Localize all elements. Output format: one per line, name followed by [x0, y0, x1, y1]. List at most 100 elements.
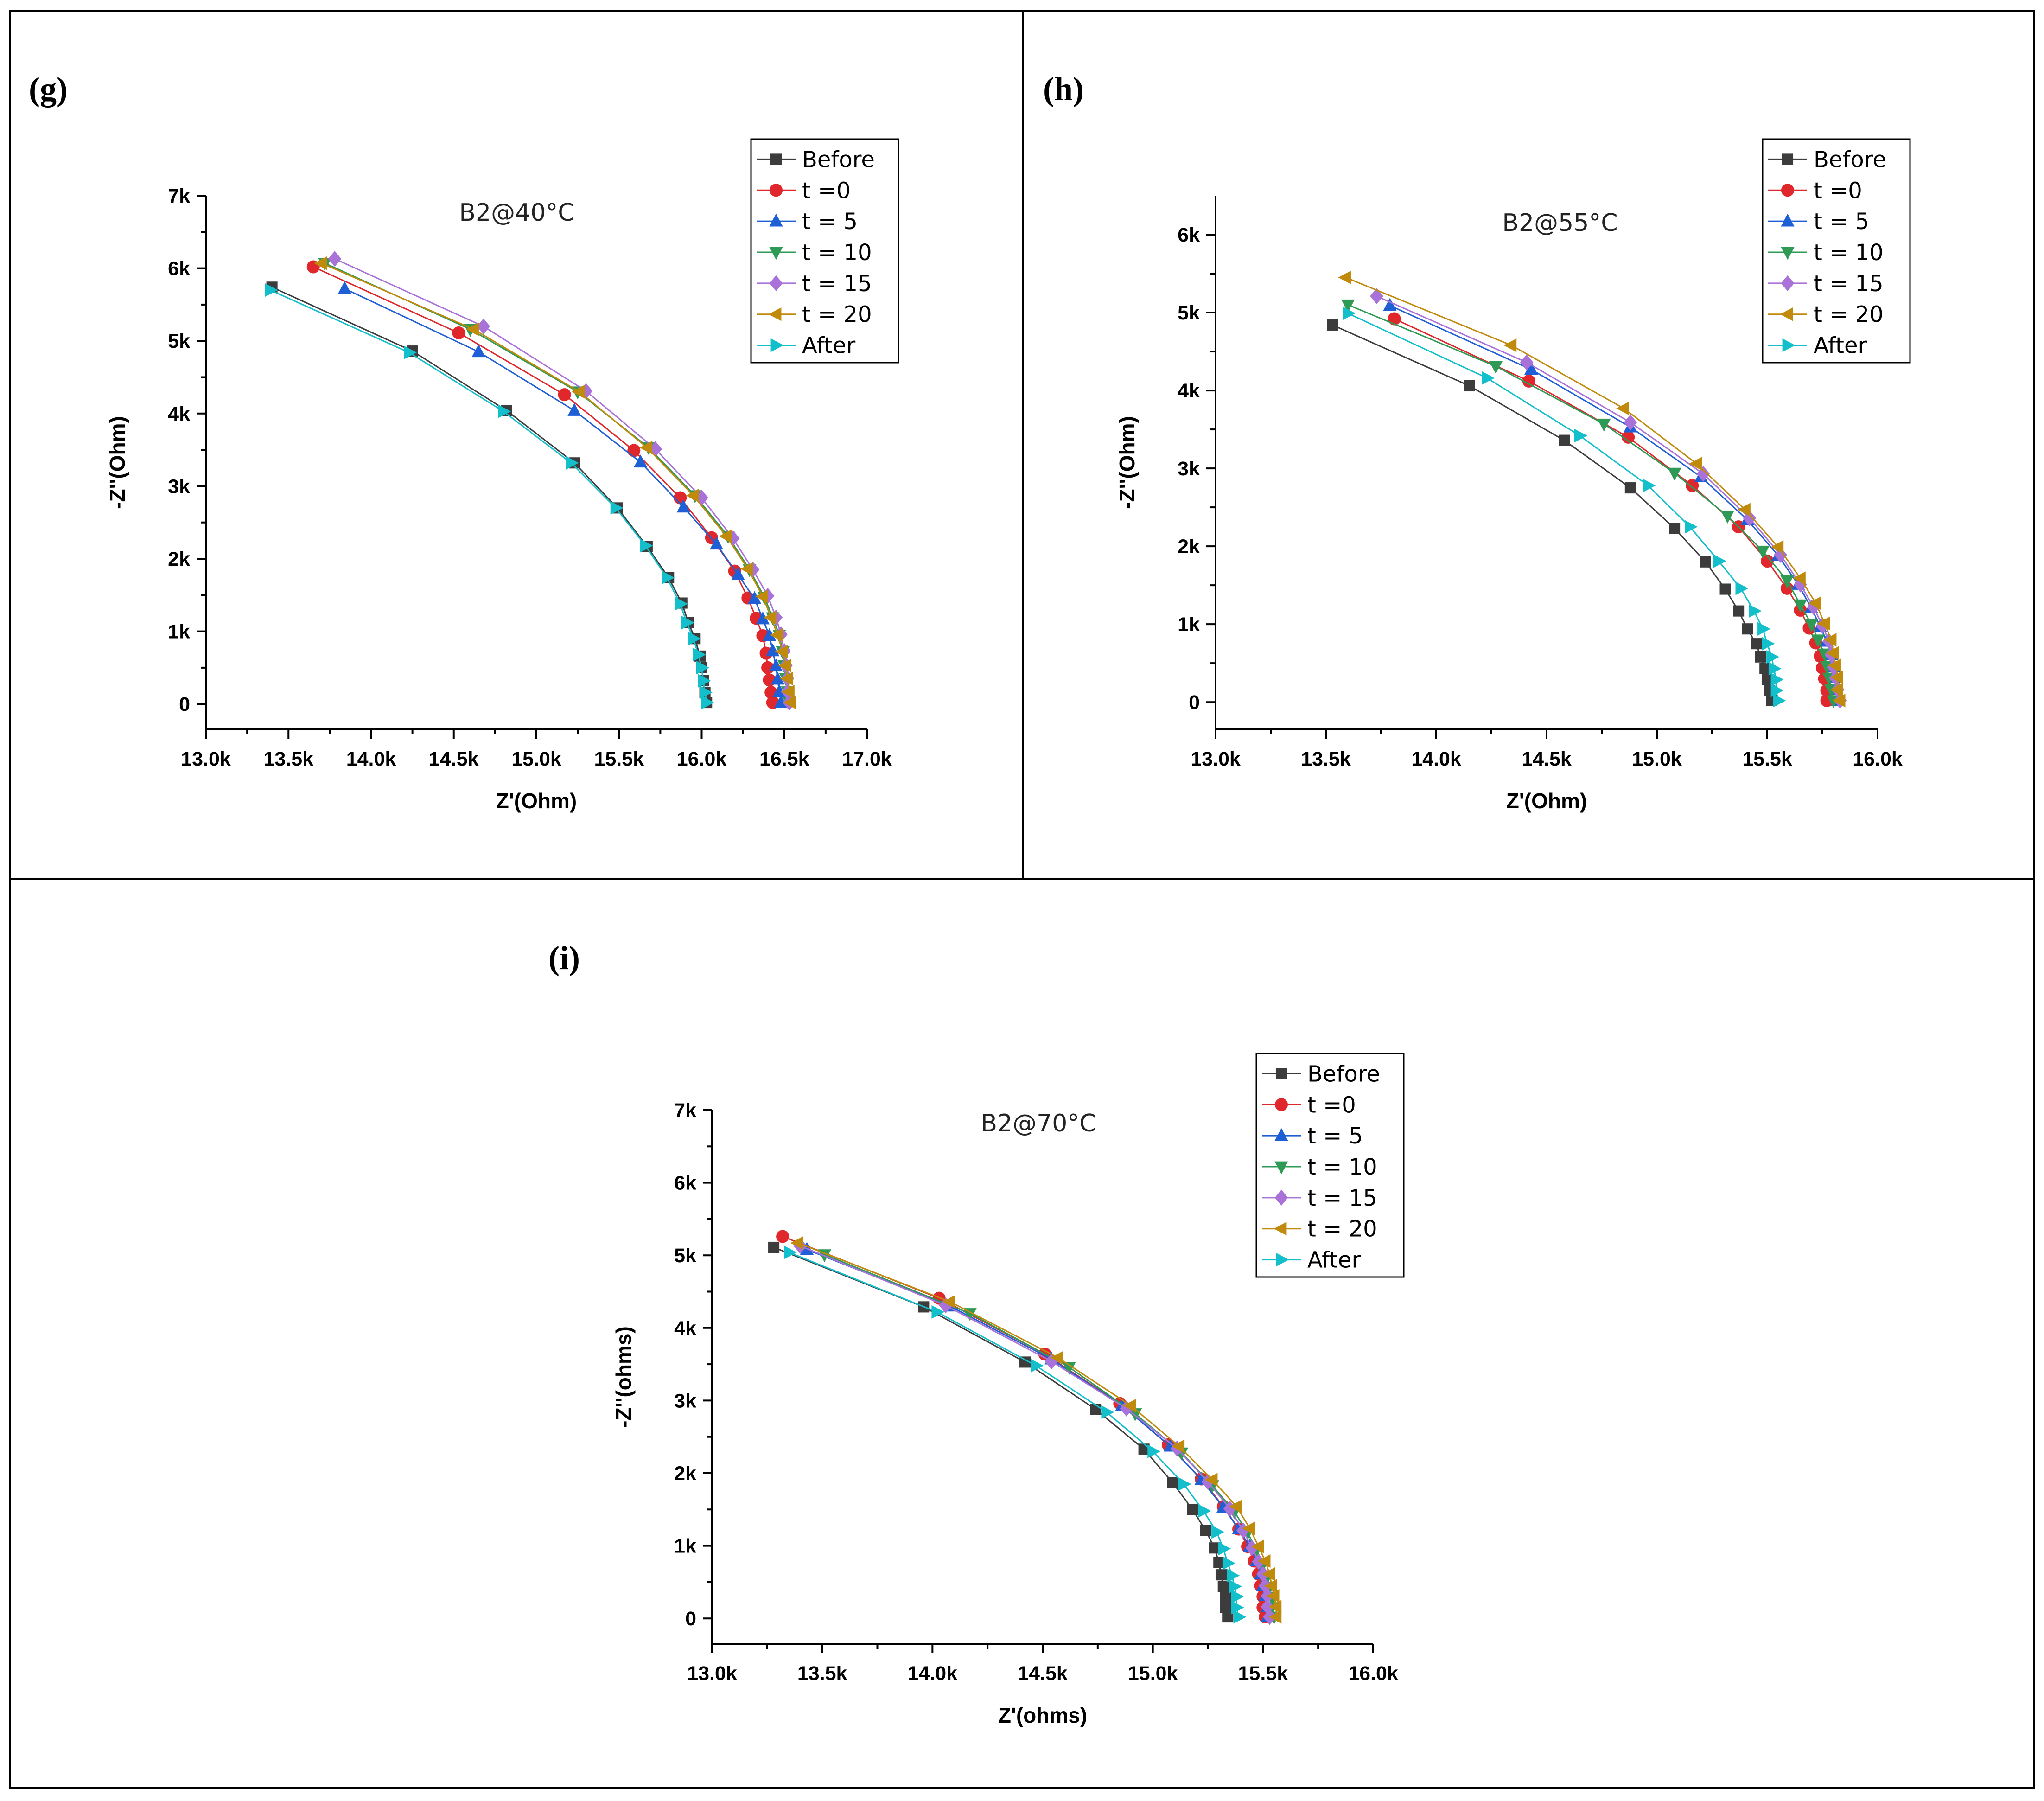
series-line [806, 1249, 1268, 1617]
data-point [1755, 651, 1766, 663]
data-point [731, 567, 745, 580]
chart-panel-i: 13.0k 13.5k 14.0k 14.5k 15.0k 15.5k 16.0k 0 1k 2k… [611, 1053, 1405, 1727]
panel-label-h: (h) [1043, 70, 1084, 108]
data-point [1742, 623, 1753, 635]
legend-label-t-20: t = 20 [802, 302, 872, 328]
data-point [1101, 1405, 1114, 1419]
y-axis-title: -Z''(Ohm) [105, 416, 129, 509]
legend-marker [1274, 1189, 1288, 1206]
data-point [1229, 1579, 1242, 1593]
series-after [265, 283, 714, 709]
panel-label-i: (i) [548, 939, 580, 977]
x-tick-label: 15.0k [1128, 1662, 1178, 1685]
data-point [1624, 414, 1637, 431]
legend-marker [769, 213, 783, 227]
series-before [768, 1241, 1234, 1623]
data-point [740, 562, 753, 576]
data-point [337, 281, 352, 294]
series-line [824, 1254, 1275, 1617]
data-point [314, 256, 327, 270]
x-tick-label: 13.0k [687, 1662, 737, 1685]
data-point [790, 1236, 803, 1250]
data-point [328, 251, 342, 267]
legend-label-t-20: t = 20 [1814, 302, 1884, 328]
series-line [789, 1252, 1240, 1617]
data-point [1720, 511, 1734, 524]
x-tick-label: 15.0k [511, 748, 561, 770]
data-point [1383, 298, 1397, 311]
series-line [797, 1242, 1277, 1617]
data-point [1808, 596, 1821, 610]
x-tick-label: 13.0k [181, 748, 231, 770]
data-point [781, 684, 795, 699]
legend: Before t =0 t = 5 t = 10 t = 15 t = 20 After [1255, 1053, 1405, 1278]
data-point [770, 628, 783, 642]
legend-marker [1781, 184, 1794, 197]
data-point [1823, 633, 1837, 647]
legend-marker [770, 338, 784, 352]
data-point [1123, 1399, 1136, 1413]
y-tick-label: 4k [168, 403, 190, 425]
data-point [1768, 662, 1782, 676]
x-tick-label: 14.5k [429, 748, 479, 770]
data-point [1686, 479, 1699, 492]
data-point [1770, 540, 1784, 554]
data-point [1624, 482, 1636, 494]
data-point [1780, 575, 1794, 588]
data-point [1327, 319, 1338, 331]
legend-label-t-0: t =0 [802, 178, 851, 204]
x-tick-label: 13.0k [1191, 748, 1241, 770]
y-tick-label: 2k [1178, 536, 1200, 558]
legend-marker [1781, 275, 1795, 292]
legend-marker [1274, 1222, 1287, 1236]
data-point [696, 661, 709, 675]
y-tick-label: 6k [168, 258, 190, 280]
data-point [1266, 1589, 1280, 1603]
x-tick-label: 14.5k [1018, 1662, 1068, 1685]
data-point [1700, 556, 1711, 568]
data-point [1198, 1504, 1211, 1518]
data-point [1341, 299, 1355, 313]
series-t-10 [318, 258, 796, 710]
data-point [1757, 622, 1770, 636]
data-point [1227, 1569, 1240, 1583]
x-axis-title: Z'(Ohm) [1506, 789, 1587, 813]
data-point [1388, 312, 1401, 326]
data-point [766, 643, 780, 657]
data-point [676, 499, 690, 513]
data-point [471, 344, 485, 358]
data-point [1793, 599, 1808, 613]
data-point [1257, 1554, 1271, 1568]
legend-label-t-15: t = 15 [802, 271, 872, 297]
series-line [1347, 313, 1779, 701]
data-point [1696, 466, 1710, 482]
series-t-20 [314, 256, 796, 709]
y-tick-label: 7k [168, 185, 190, 207]
legend-label-t-10: t = 10 [802, 240, 872, 266]
data-point [681, 616, 694, 630]
legend-label-after: After [802, 333, 856, 359]
data-point [1668, 467, 1681, 481]
data-point [404, 345, 417, 359]
data-point [1597, 418, 1611, 432]
data-point [931, 1305, 945, 1319]
series-after [1343, 307, 1786, 708]
data-point [1773, 694, 1786, 708]
data-point [1743, 510, 1757, 526]
x-tick-label: 13.5k [797, 1662, 847, 1685]
x-tick-label: 17.0k [842, 748, 892, 770]
data-point [776, 1230, 790, 1243]
series-line [313, 266, 774, 703]
chart-title: B2@70°C [981, 1110, 1096, 1137]
series-line [334, 258, 790, 703]
y-axis-title: -Z''(ohms) [611, 1326, 636, 1428]
chart-title: B2@40°C [459, 199, 574, 227]
data-point [1062, 1361, 1076, 1375]
x-tick-label: 15.5k [1238, 1662, 1288, 1685]
y-tick-label: 4k [674, 1317, 696, 1340]
data-point [1264, 1579, 1277, 1593]
data-point [477, 318, 490, 335]
data-point [567, 403, 581, 416]
legend-label-before: Before [802, 147, 875, 172]
